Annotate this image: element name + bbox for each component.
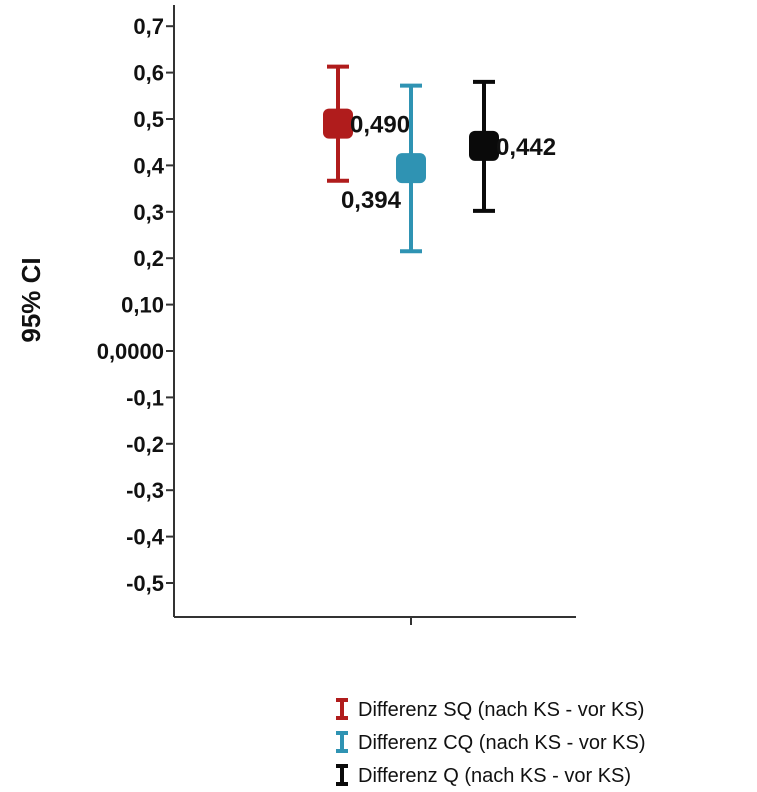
mean-marker (323, 108, 353, 139)
legend-item: Differenz SQ (nach KS - vor KS) (336, 698, 644, 721)
y-tick-label: 0,0000 (97, 339, 164, 364)
y-tick-label: -0,5 (126, 571, 164, 596)
legend-item: Differenz CQ (nach KS - vor KS) (336, 731, 646, 754)
y-tick-label: -0,2 (126, 432, 164, 457)
legend-label: Differenz CQ (nach KS - vor KS) (358, 732, 646, 754)
y-tick-label: 0,4 (133, 153, 164, 178)
y-axis-title: 95% CI (16, 257, 46, 342)
legend-label: Differenz SQ (nach KS - vor KS) (358, 699, 644, 721)
y-tick-label: 0,7 (133, 14, 164, 39)
mean-marker (396, 153, 426, 184)
data-label: 0,442 (496, 134, 556, 161)
data-label: 0,490 (350, 112, 410, 139)
legend-item: Differenz Q (nach KS - vor KS) (336, 764, 631, 787)
y-tick-label: 0,10 (121, 293, 164, 318)
y-tick-label: -0,4 (126, 525, 165, 550)
y-tick-label: 0,5 (133, 107, 164, 132)
data-label: 0,394 (341, 187, 402, 214)
y-tick-label: -0,1 (126, 385, 164, 410)
y-tick-label: 0,3 (133, 200, 164, 225)
mean-marker (469, 130, 499, 161)
y-tick-label: -0,3 (126, 478, 164, 503)
y-tick-label: 0,6 (133, 61, 164, 86)
y-tick-label: 0,2 (133, 246, 164, 271)
legend-label: Differenz Q (nach KS - vor KS) (358, 765, 631, 787)
